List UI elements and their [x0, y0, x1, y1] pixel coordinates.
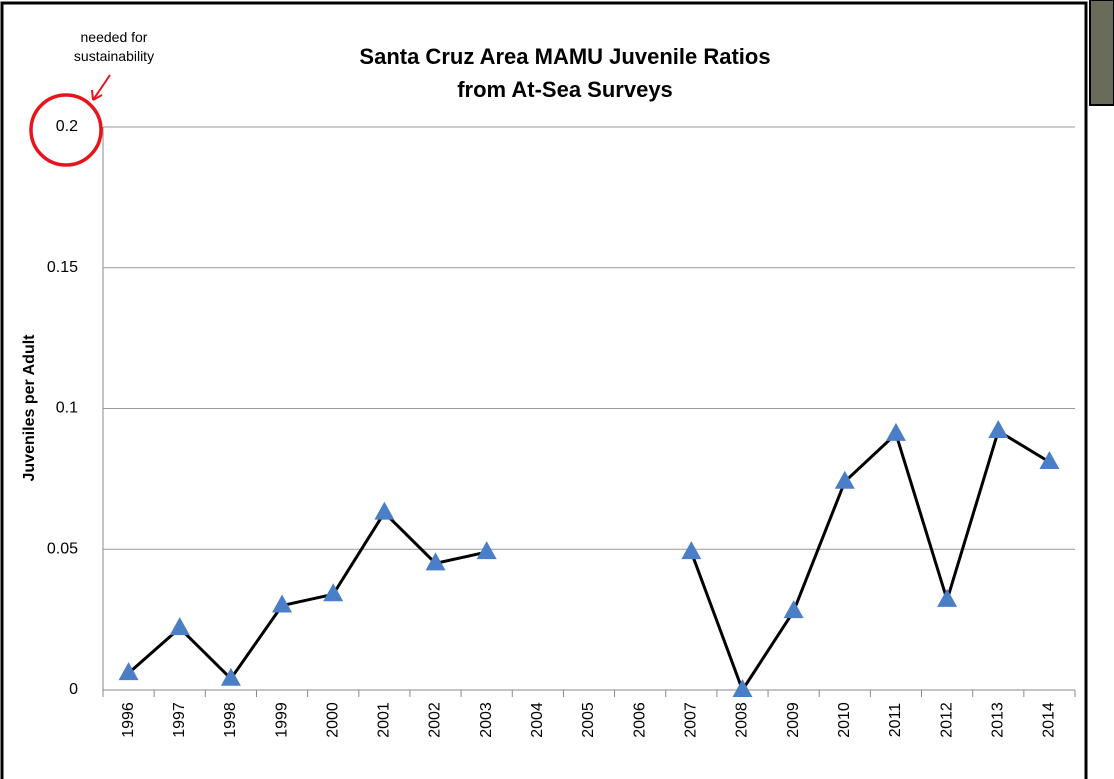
x-tick-label: 2000 — [324, 702, 341, 738]
x-tick-label: 2010 — [836, 702, 853, 738]
page: Juveniles per Adult 0 0.05 0.1 0.15 0.2 1996 1… — [0, 0, 1114, 779]
x-tick-label: 2008 — [734, 702, 751, 738]
y-tick-label: 0.15 — [47, 259, 78, 276]
x-tick-label: 1996 — [120, 702, 137, 738]
y-tick-label: 0.1 — [56, 400, 78, 417]
x-tick-label: 1999 — [273, 702, 290, 738]
x-tick-label: 2012 — [938, 702, 955, 738]
x-tick-label: 2004 — [529, 702, 546, 738]
y-tick-label: 0 — [69, 681, 78, 698]
x-tick-label: 2009 — [785, 702, 802, 738]
x-tick-label: 2007 — [683, 702, 700, 738]
x-tick-label: 1998 — [222, 702, 239, 738]
x-tick-label: 1997 — [171, 702, 188, 738]
x-tick-label: 2011 — [887, 703, 904, 738]
y-axis-label: Juveniles per Adult — [21, 334, 38, 482]
x-tick-label: 2001 — [376, 702, 393, 738]
x-tick-label: 2013 — [989, 702, 1006, 738]
y-tick-label: 0.05 — [47, 540, 78, 557]
chart: Juveniles per Adult 0 0.05 0.1 0.15 0.2 1996 1… — [0, 0, 1114, 779]
chart-frame — [2, 3, 1086, 779]
x-tick-label: 2005 — [580, 702, 597, 738]
x-tick-label: 2014 — [1041, 702, 1058, 738]
chart-title: Santa Cruz Area MAMU Juvenile Ratios fro… — [345, 40, 785, 106]
y-tick-label: 0.2 — [56, 118, 78, 135]
x-tick-label: 2002 — [427, 702, 444, 738]
thumbnail — [1090, 0, 1114, 105]
annotation: needed for sustainability — [58, 28, 170, 66]
x-tick-label: 2006 — [631, 702, 648, 738]
x-tick-label: 2003 — [478, 702, 495, 738]
